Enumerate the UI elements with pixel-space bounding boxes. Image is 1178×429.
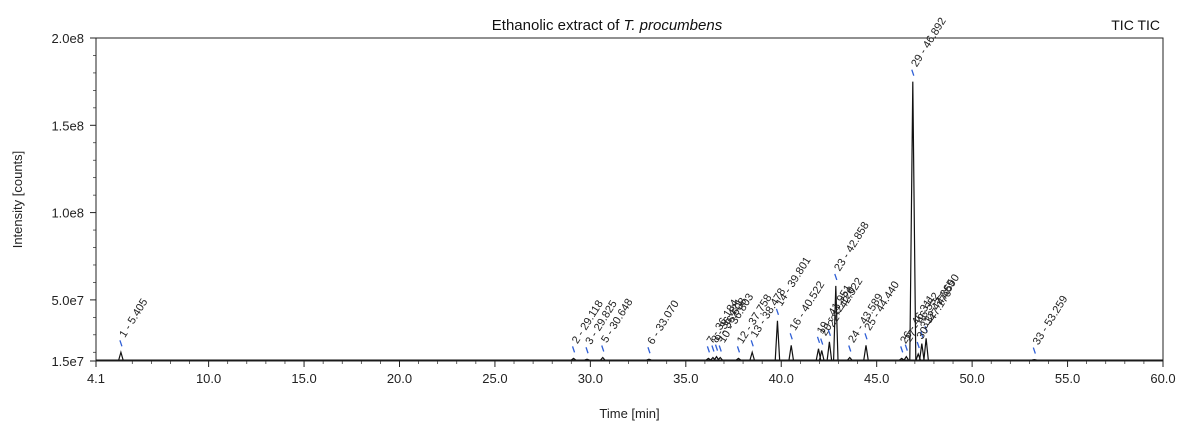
y-tick-label: 5.0e7 [51,293,84,308]
y-tick-label: 2.0e8 [51,31,84,46]
peak-marker-1 [120,340,122,346]
peak-14 [775,321,779,360]
peak-marker-29 [912,70,914,76]
peak-marker-6 [648,347,650,353]
chart-title-species: T. procumbens [624,17,723,34]
x-axis: 4.1 10.0 15.0 20.0 25.0 30.0 35.0 40.0 45.0 50.0 5… [87,361,1176,421]
peak-1 [119,352,123,360]
peak-marker-26 [901,346,903,352]
x-tick-label: 35.0 [673,371,698,386]
peak-marker-8 [712,346,714,352]
peak-label-1: 1 - 5.405 [117,297,150,340]
peak-marker-30 [917,342,919,348]
peak-label-6: 6 - 33.070 [645,298,681,346]
trace-label: TIC TIC [1111,17,1160,33]
x-tick-label: 25.0 [482,371,507,386]
peak-marker-16 [790,333,792,339]
peak-marker-19 [817,337,819,343]
peak-label-23: 23 - 42.858 [832,220,872,274]
x-axis-title: Time [min] [599,406,659,421]
peak-27 [904,357,908,360]
peak-label-33: 33 - 53.259 [1031,294,1071,348]
peak-markers [120,70,1035,354]
x-tick-label: 60.0 [1150,371,1175,386]
y-tick-label: 1.0e8 [51,206,84,221]
peak-marker-24 [849,346,851,352]
peak-marker-13 [751,340,753,346]
peak-31 [920,344,924,360]
y-axis-title: Intensity [counts] [10,151,25,249]
x-tick-label: 20.0 [387,371,412,386]
x-tick-label: 4.1 [87,371,105,386]
x-tick-label: 50.0 [959,371,984,386]
y-axis: 1.5e7 5.0e7 1.0e8 1.5e8 2.0e8 Intensity [coun… [10,31,96,369]
x-tick-label: 45.0 [864,371,889,386]
peak-13 [750,352,754,360]
peak-marker-25 [865,333,867,339]
peak-marker-23 [835,274,837,280]
x-tick-label: 30.0 [578,371,603,386]
peak-marker-20 [821,339,823,345]
peak-marker-5 [602,346,604,352]
peak-marker-9 [716,345,718,351]
tic-trace [96,82,1163,360]
peak-marker-3 [586,347,588,353]
x-tick-label: 55.0 [1055,371,1080,386]
x-tick-label: 40.0 [769,371,794,386]
chart-title-group: Ethanolic extract of T. procumbens TIC TI… [492,17,1160,34]
y-tick-label: 1.5e8 [51,118,84,133]
x-tick-label: 10.0 [196,371,221,386]
peak-16 [789,345,793,360]
peak-label-29: 29 - 46.892 [909,16,949,70]
peak-marker-7 [707,346,709,352]
peak-marker-2 [573,346,575,352]
peak-22 [827,342,831,360]
peak-marker-10 [719,346,721,352]
peak-20 [820,351,824,360]
peak-25 [864,345,868,360]
peak-marker-33 [1033,348,1035,354]
peak-marker-12 [737,346,739,352]
chart-title: Ethanolic extract of T. procumbens [492,17,723,34]
chart-title-text: Ethanolic extract of [492,17,624,34]
x-tick-label: 15.0 [291,371,316,386]
y-tick-label: 1.5e7 [51,354,84,369]
